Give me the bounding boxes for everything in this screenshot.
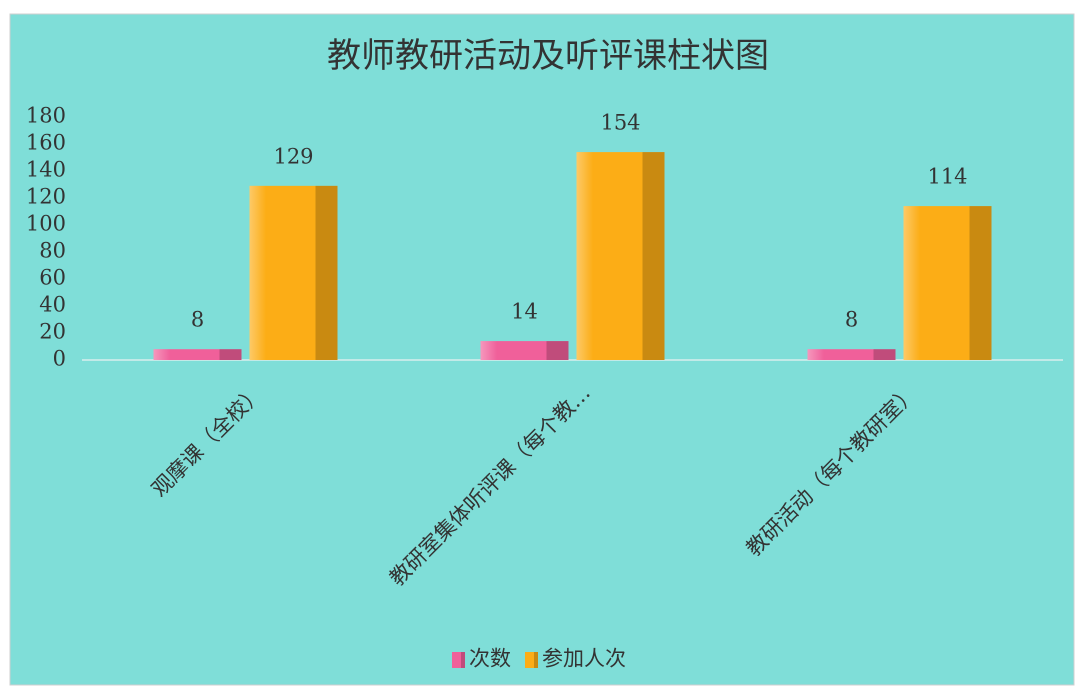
legend-label: 参加人次	[542, 647, 626, 671]
y-tick-label: 180	[26, 104, 66, 128]
bar-shine	[249, 185, 316, 360]
bar-shine	[807, 349, 874, 360]
value-label: 8	[191, 308, 204, 332]
chart-title: 教师教研活动及听评课柱状图	[327, 36, 769, 76]
y-tick-label: 0	[53, 347, 66, 371]
bar-shine	[903, 206, 970, 360]
bar-shine	[153, 349, 220, 360]
legend-swatch-side	[461, 652, 465, 668]
bar-side-shade	[969, 206, 992, 360]
y-tick-label: 60	[39, 266, 66, 290]
y-tick-label: 40	[39, 293, 66, 317]
bar-side-shade	[642, 152, 665, 360]
value-label: 114	[927, 165, 967, 189]
value-label: 14	[511, 300, 538, 324]
value-label: 8	[845, 308, 858, 332]
legend-label: 次数	[469, 647, 511, 671]
bar-side	[546, 341, 569, 360]
value-label: 129	[273, 144, 313, 168]
bar-side-shade	[873, 349, 896, 360]
y-tick-label: 100	[26, 212, 66, 236]
legend-swatch	[525, 652, 534, 668]
bar-shine	[576, 152, 643, 360]
legend-swatch	[452, 652, 461, 668]
bar-side-shade	[546, 341, 569, 360]
y-tick-label: 120	[26, 185, 66, 209]
bar-side	[219, 349, 242, 360]
bar-side	[642, 152, 665, 360]
y-tick-label: 20	[39, 320, 66, 344]
legend-swatch-shade	[534, 652, 538, 668]
y-tick-label: 80	[39, 239, 66, 263]
y-tick-label: 140	[26, 158, 66, 182]
bar-side	[969, 206, 992, 360]
legend-swatch-shade	[461, 652, 465, 668]
bar-side	[315, 185, 338, 360]
value-label: 154	[600, 111, 640, 135]
y-tick-label: 160	[26, 131, 66, 155]
legend-swatch-side	[534, 652, 538, 668]
bar-shine	[480, 341, 547, 360]
bar-side-shade	[315, 185, 338, 360]
bar-side	[873, 349, 896, 360]
bar-side-shade	[219, 349, 242, 360]
